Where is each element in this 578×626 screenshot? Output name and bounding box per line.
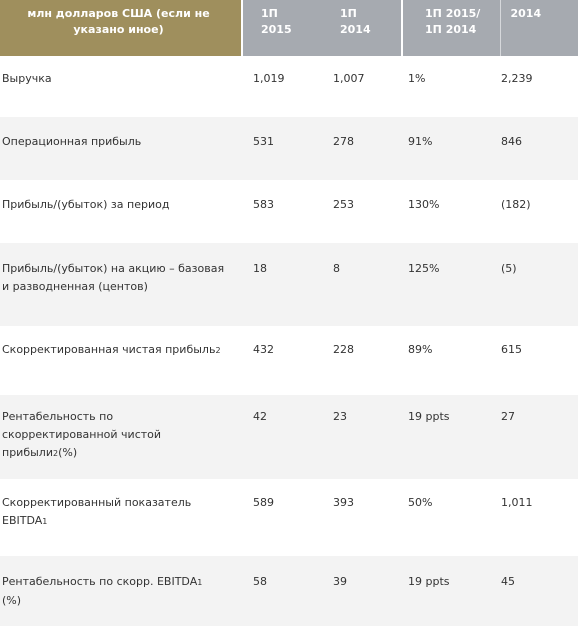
cell-h1-2014: 23 — [322, 395, 402, 479]
cell-change: 125% — [402, 243, 500, 326]
cell-h1-2015: 432 — [253, 343, 274, 356]
cell-h1-2015: 18 — [242, 243, 322, 326]
cell-h1-2014: 228 — [333, 343, 354, 356]
row-label-text: Скорректированная чистая прибыль — [2, 343, 216, 356]
cell-h1-2015: 589 — [253, 496, 274, 509]
header-h1-2015: 1П 2015 — [242, 0, 322, 56]
cell-fy2014: 45 — [500, 556, 578, 626]
cell-fy2014: (182) — [501, 198, 531, 211]
table-row: Рентабельность по скорректированной чисто… — [0, 395, 578, 479]
row-label-line1: Рентабельность по — [2, 410, 114, 423]
row-label: Скорректированная чистая прибыль2 — [0, 326, 242, 395]
cell-fy2014: 2,239 — [501, 72, 533, 85]
cell-change: 1% — [408, 72, 426, 85]
header-h1-2015-line2: 2015 — [261, 23, 292, 36]
table-row: Прибыль/(убыток) на акцию – базовая и раз… — [0, 243, 578, 326]
row-label-line3: прибыли — [2, 446, 53, 459]
row-label-line2: скорректированной чистой — [2, 428, 162, 441]
cell-h1-2014: 253 — [333, 198, 354, 211]
row-label: Выручка — [2, 72, 52, 85]
cell-h1-2014: 8 — [322, 243, 402, 326]
cell-h1-2014: 278 — [322, 117, 402, 180]
row-label: Прибыль/(убыток) на акцию – базовая и раз… — [0, 243, 242, 326]
footnote-marker: 1 — [42, 517, 48, 526]
cell-fy2014: 846 — [500, 117, 578, 180]
header-h1-2014: 1П 2014 — [322, 0, 402, 56]
cell-change: 50% — [408, 496, 433, 509]
table-row: Операционная прибыль 531 278 91% 846 — [0, 117, 578, 180]
cell-change: 130% — [408, 198, 440, 211]
header-fy2014: 2014 — [499, 0, 578, 56]
cell-h1-2014: 393 — [333, 496, 354, 509]
header-row: млн долларов США (если не указано иное) … — [0, 0, 578, 56]
table-row: Выручка 1,019 1,007 1% 2,239 — [0, 56, 578, 117]
header-h1-2015-line1: 1П — [261, 7, 278, 20]
cell-change: 19 ppts — [402, 395, 500, 479]
row-label: Прибыль/(убыток) за период — [2, 198, 170, 211]
cell-h1-2015: 58 — [242, 556, 322, 626]
cell-change: 89% — [408, 343, 433, 356]
footnote-marker: 2 — [215, 346, 221, 355]
row-label-line2: EBITDA — [2, 514, 43, 527]
row-label-line1: Прибыль/(убыток) на акцию – базовая — [2, 262, 225, 275]
row-label: Рентабельность по скорректированной чисто… — [0, 395, 242, 479]
row-label-suffix: (%) — [58, 446, 78, 459]
cell-h1-2015: 583 — [253, 198, 274, 211]
cell-fy2014: 1,011 — [501, 496, 533, 509]
header-h1-2014-line1: 1П — [340, 7, 357, 20]
cell-fy2014: 615 — [501, 343, 522, 356]
row-label-line2: (%) — [2, 594, 22, 607]
cell-h1-2014: 1,007 — [333, 72, 365, 85]
cell-change: 91% — [402, 117, 500, 180]
footnote-marker: 2 — [52, 449, 59, 458]
table-row: Скорректированная чистая прибыль2 432 22… — [0, 326, 578, 395]
header-change: 1П 2015/1П 2014 — [401, 0, 500, 56]
cell-h1-2015: 1,019 — [253, 72, 285, 85]
row-label: Операционная прибыль — [0, 117, 242, 180]
cell-fy2014: (5) — [500, 243, 578, 326]
header-units: млн долларов США (если не указано иное) — [0, 0, 243, 56]
cell-change: 19 ppts — [402, 556, 500, 626]
cell-fy2014: 27 — [500, 395, 578, 479]
table-row: Прибыль/(убыток) за период 583 253 130% … — [0, 180, 578, 243]
header-change-line2: 1П 2014 — [425, 23, 477, 36]
row-label-line1: Скорректированный показатель — [2, 496, 192, 509]
table-row: Рентабельность по скорр. EBITDA1 (%) 58 3… — [0, 556, 578, 626]
header-change-line1: 1П 2015/ — [425, 7, 481, 20]
cell-h1-2015: 42 — [242, 395, 322, 479]
row-label-line1: Рентабельность по скорр. EBITDA — [2, 575, 198, 588]
footnote-marker: 1 — [197, 578, 203, 587]
cell-h1-2014: 39 — [322, 556, 402, 626]
cell-h1-2015: 531 — [242, 117, 322, 180]
row-label-line2: и разводненная (центов) — [2, 280, 148, 293]
header-h1-2014-line2: 2014 — [340, 23, 371, 36]
row-label: Рентабельность по скорр. EBITDA1 (%) — [0, 556, 242, 626]
